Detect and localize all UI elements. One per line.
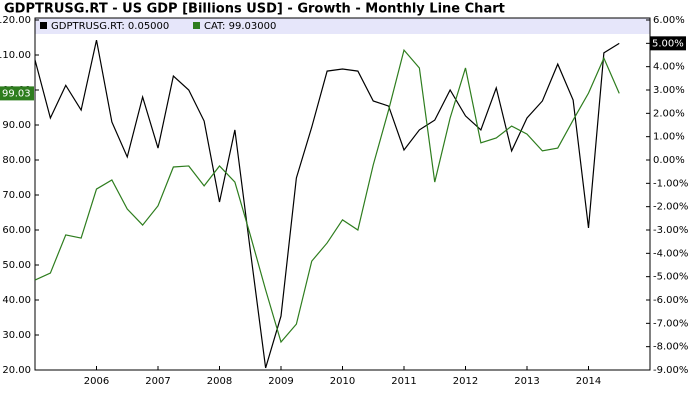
y-tick-label: 120.00 xyxy=(0,15,31,26)
x-tick-label: 2011 xyxy=(391,376,416,387)
series-line xyxy=(34,48,620,344)
y2-tick-label: 6.00% xyxy=(653,15,685,26)
y2-tick-label: 1.00% xyxy=(653,132,685,143)
value-label-box xyxy=(0,86,34,101)
y2-tick-label: -6.00% xyxy=(653,295,688,306)
y2-tick-label: -7.00% xyxy=(653,318,688,329)
value-label: 99.03 xyxy=(2,88,31,99)
x-tick-label: 2007 xyxy=(145,376,170,387)
y2-tick-label: 0.00% xyxy=(653,155,685,166)
chart-title: GDPTRUSG.RT - US GDP [Billions USD] - Gr… xyxy=(4,2,505,17)
legend-swatch xyxy=(193,22,200,29)
y2-tick-label: -2.00% xyxy=(653,202,688,213)
y-tick-label: 60.00 xyxy=(2,225,31,236)
value-label: 5.00% xyxy=(652,38,684,49)
x-tick-label: 2008 xyxy=(207,376,232,387)
legend-label: GDPTRUSG.RT: 0.05000 xyxy=(51,21,169,32)
x-tick-label: 2014 xyxy=(576,376,601,387)
legend-label: CAT: 99.03000 xyxy=(204,21,276,32)
x-tick-label: 2013 xyxy=(514,376,539,387)
y2-tick-label: 2.00% xyxy=(653,108,685,119)
x-tick-label: 2010 xyxy=(330,376,355,387)
legend-band xyxy=(35,18,650,34)
y2-tick-label: -3.00% xyxy=(653,225,688,236)
y2-tick-label: -4.00% xyxy=(653,248,688,259)
y-tick-label: 70.00 xyxy=(2,190,31,201)
x-tick-label: 2012 xyxy=(453,376,478,387)
y-tick-label: 50.00 xyxy=(2,260,31,271)
x-tick-label: 2006 xyxy=(84,376,109,387)
y2-tick-label: -5.00% xyxy=(653,272,688,283)
y2-tick-label: 4.00% xyxy=(653,62,685,73)
legend-swatch xyxy=(40,22,47,29)
value-label-box xyxy=(650,36,686,51)
y2-tick-label: -8.00% xyxy=(653,342,688,353)
y2-tick-label: 3.00% xyxy=(653,85,685,96)
y-tick-label: 90.00 xyxy=(2,120,31,131)
y2-tick-label: -1.00% xyxy=(653,178,688,189)
y-tick-label: 110.00 xyxy=(0,50,31,61)
y-tick-label: 40.00 xyxy=(2,295,31,306)
x-tick-label: 2009 xyxy=(268,376,293,387)
y-tick-label: 20.00 xyxy=(2,365,31,376)
y-tick-label: 80.00 xyxy=(2,155,31,166)
series-line xyxy=(34,39,620,369)
y2-tick-label: -9.00% xyxy=(653,365,688,376)
y-tick-label: 30.00 xyxy=(2,330,31,341)
plot-frame xyxy=(34,17,651,371)
